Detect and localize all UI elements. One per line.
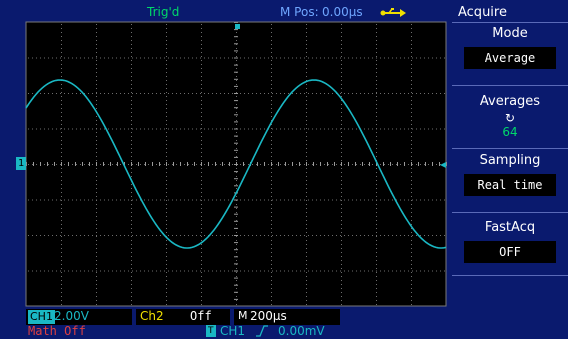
menu-separator — [452, 212, 568, 213]
menu-item-averages[interactable]: Averages ↻ 64 — [452, 94, 568, 139]
trigger-tag: T — [206, 325, 216, 337]
ch1-tag: CH1 — [28, 310, 55, 324]
mode-value[interactable]: Average — [464, 47, 556, 69]
acquire-menu-panel: Acquire Mode Average Averages ↻ 64 Sampl… — [452, 0, 568, 339]
sampling-value[interactable]: Real time — [464, 174, 556, 196]
trigger-position-marker — [235, 24, 240, 29]
timebase-tag: M — [238, 309, 248, 322]
sampling-label: Sampling — [479, 153, 541, 168]
mode-label: Mode — [492, 26, 528, 41]
rising-edge-icon — [256, 325, 268, 337]
ch1-waveform-trace — [25, 79, 447, 249]
menu-separator — [452, 85, 568, 86]
math-status[interactable]: Math Off — [28, 324, 86, 338]
trigger-level: 0.00mV — [278, 324, 325, 338]
menu-separator — [452, 148, 568, 149]
ch2-status-box[interactable] — [136, 309, 230, 325]
ch1-ground-marker[interactable]: 1 — [16, 157, 26, 170]
trigger-source: CH1 — [220, 324, 246, 338]
trigger-status: Trig'd — [147, 5, 180, 19]
averages-value: 64 — [502, 125, 518, 139]
averages-label: Averages — [479, 94, 541, 109]
m-pos-label: M Pos: — [280, 5, 319, 19]
usb-icon — [380, 8, 406, 17]
timebase-box[interactable] — [234, 309, 340, 325]
ch1-scale: 2.00V — [54, 309, 89, 323]
menu-separator — [452, 22, 568, 23]
menu-item-mode[interactable]: Mode Average — [452, 26, 568, 69]
menu-item-sampling[interactable]: Sampling Real time — [452, 153, 568, 196]
trigger-level-marker — [440, 162, 446, 168]
timebase-value: 200μs — [250, 309, 287, 323]
rotate-icon: ↻ — [504, 111, 516, 125]
menu-title: Acquire — [458, 5, 507, 20]
menu-separator — [452, 275, 568, 276]
menu-item-fastacq[interactable]: FastAcq OFF — [452, 220, 568, 263]
ch2-tag: Ch2 — [140, 309, 164, 323]
waveform-screen — [25, 21, 447, 307]
ch2-state: Off — [190, 309, 212, 323]
m-pos-value: 0.00μs — [322, 5, 363, 19]
fastacq-value[interactable]: OFF — [464, 241, 556, 263]
fastacq-label: FastAcq — [484, 220, 536, 235]
